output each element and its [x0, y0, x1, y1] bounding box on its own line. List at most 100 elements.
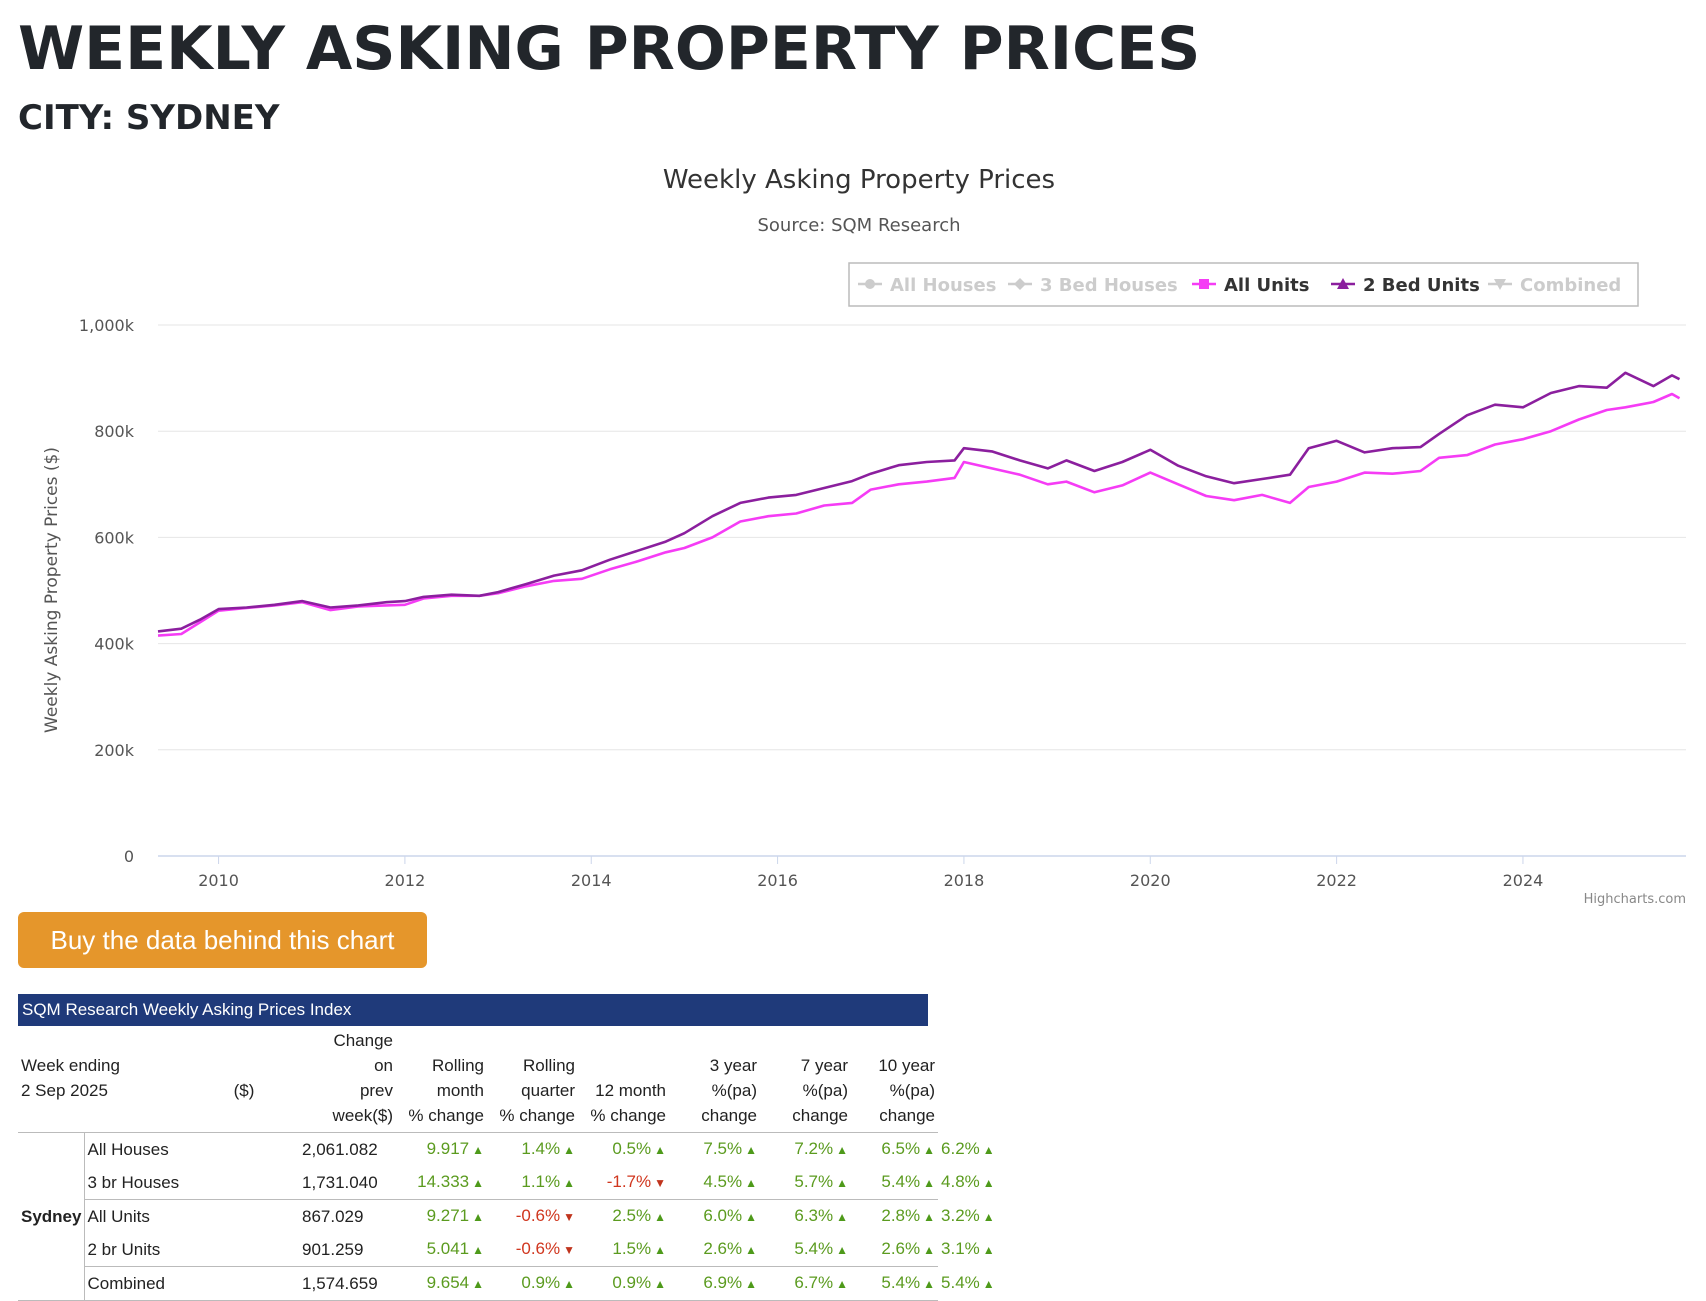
arrow-up-icon: ▲	[836, 1176, 849, 1190]
diamond-marker-icon	[1014, 278, 1026, 290]
change-cell: 9.654 ▲	[396, 1266, 488, 1301]
arrow-up-icon: ▲	[982, 1243, 995, 1257]
change-cell: 4.5% ▲	[703, 1172, 758, 1191]
y-tick-label: 0	[124, 847, 134, 866]
arrow-up-icon: ▲	[745, 1143, 758, 1157]
change-cell: 2.8% ▲	[851, 1199, 939, 1233]
arrow-up-icon: ▲	[982, 1210, 995, 1224]
change-cell: 1.4% ▲	[521, 1139, 576, 1158]
legend-item-combined[interactable]: Combined	[1488, 275, 1621, 296]
three-year-header: 3 year %(pa) change	[701, 1056, 758, 1125]
arrow-up-icon: ▲	[745, 1243, 758, 1257]
legend-item-all-houses[interactable]: All Houses	[858, 275, 996, 296]
x-tick-label: 2022	[1316, 871, 1357, 890]
change-cell: 5.4% ▲	[794, 1239, 849, 1258]
legend-item-2-bed-units[interactable]: 2 Bed Units	[1331, 275, 1480, 296]
change-cell: 9.271 ▲	[396, 1199, 488, 1233]
series-line-all-units[interactable]	[157, 392, 1681, 637]
table-caption: SQM Research Weekly Asking Prices Index	[18, 994, 928, 1026]
table-header-row: Week ending 2 Sep 2025 ($) Change on prev w…	[18, 1026, 939, 1133]
x-tick-label: 2020	[1130, 871, 1171, 890]
change-cell: 5.4% ▲	[881, 1172, 936, 1191]
legend-label: All Houses	[890, 275, 996, 296]
change-cell: 0.9% ▲	[578, 1266, 670, 1301]
arrow-up-icon: ▲	[836, 1210, 849, 1224]
arrow-up-icon: ▲	[923, 1143, 936, 1157]
arrow-up-icon: ▲	[982, 1277, 995, 1291]
y-axis-ticks: 0 200k 400k 600k 800k 1,000k	[79, 316, 135, 866]
property-type-cell: All Houses	[87, 1140, 169, 1159]
legend-label: Combined	[1520, 275, 1621, 296]
change-cell: 2.6% ▲	[881, 1239, 936, 1258]
chart-subtitle: Source: SQM Research	[757, 215, 960, 236]
series-line-2-bed-units[interactable]	[157, 371, 1681, 633]
ten-year-header: 10 year %(pa) change	[878, 1056, 936, 1125]
grid-lines	[158, 324, 1686, 857]
legend-label: 2 Bed Units	[1363, 275, 1480, 296]
arrow-up-icon: ▲	[654, 1210, 667, 1224]
x-tick-label: 2014	[571, 871, 612, 890]
arrow-up-icon: ▲	[472, 1243, 485, 1257]
change-cell: 6.0% ▲	[669, 1199, 761, 1233]
price-cell: 901.259	[302, 1240, 364, 1259]
y-tick-label: 200k	[94, 741, 135, 760]
x-axis-ticks: 2010 2012 2014 2016 2018 2020 2022 2024	[198, 856, 1543, 890]
price-cell: 2,061.082	[302, 1140, 378, 1159]
arrow-up-icon: ▲	[836, 1243, 849, 1257]
change-cell: 1.5% ▲	[612, 1239, 667, 1258]
series-lines	[157, 371, 1681, 637]
square-marker-icon	[1199, 279, 1209, 289]
change-cell: 7.5% ▲	[703, 1139, 758, 1158]
change-cell: 2.5% ▲	[578, 1199, 670, 1233]
change-cell: 2.6% ▲	[703, 1239, 758, 1258]
index-table: Week ending 2 Sep 2025 ($) Change on prev w…	[18, 1026, 995, 1301]
table-row: 2 br Units 901.259 5.041 ▲ -0.6% ▼ 1.5% ▲ 2.6% ▲ 5…	[18, 1233, 995, 1267]
week-label: Week ending	[21, 1056, 120, 1075]
legend-label: All Units	[1224, 275, 1309, 296]
property-type-cell: Combined	[84, 1266, 300, 1301]
arrow-up-icon: ▲	[472, 1143, 485, 1157]
city-cell: Sydney	[18, 1132, 85, 1301]
change-cell: 5.4% ▲	[851, 1266, 939, 1301]
property-type-cell: 2 br Units	[87, 1240, 161, 1259]
table-body: Sydney All Houses 2,061.082 9.917 ▲ 1.4% ▲ 0.5%…	[18, 1132, 995, 1301]
change-cell: 9.917 ▲	[426, 1139, 485, 1158]
change-cell: -0.6% ▼	[487, 1199, 579, 1233]
rolling-quarter-header: Rolling quarter% change	[499, 1056, 576, 1125]
change-prev-week-header: Change on prev week($)	[332, 1031, 394, 1125]
arrow-up-icon: ▲	[563, 1277, 576, 1291]
arrow-up-icon: ▲	[654, 1143, 667, 1157]
rolling-month-header: Rolling month% change	[408, 1056, 485, 1125]
legend-item-all-units[interactable]: All Units	[1192, 275, 1309, 296]
change-cell: 6.9% ▲	[669, 1266, 761, 1301]
table-row: Sydney All Houses 2,061.082 9.917 ▲ 1.4% ▲ 0.5%…	[18, 1132, 995, 1301]
arrow-up-icon: ▲	[654, 1243, 667, 1257]
arrow-up-icon: ▲	[563, 1176, 576, 1190]
credits-link[interactable]: Highcharts.com	[1584, 892, 1686, 907]
buy-data-button[interactable]: Buy the data behind this chart	[18, 912, 427, 968]
change-cell: 7.2% ▲	[794, 1139, 849, 1158]
x-tick-label: 2018	[944, 871, 985, 890]
change-cell: 0.5% ▲	[612, 1139, 667, 1158]
y-tick-label: 600k	[94, 528, 135, 547]
change-cell: 6.7% ▲	[760, 1266, 852, 1301]
x-tick-label: 2010	[198, 871, 239, 890]
arrow-up-icon: ▲	[923, 1210, 936, 1224]
arrow-up-icon: ▲	[923, 1176, 936, 1190]
price-chart: Weekly Asking Property Prices Source: SQ…	[42, 165, 1686, 907]
arrow-up-icon: ▲	[472, 1176, 485, 1190]
page-title: WEEKLY ASKING PROPERTY PRICES	[18, 14, 1201, 84]
change-cell: 6.3% ▲	[760, 1199, 852, 1233]
chart-title: Weekly Asking Property Prices	[663, 165, 1055, 195]
change-cell: 5.041 ▲	[426, 1239, 485, 1258]
twelve-month-header: 12 month% change	[590, 1081, 667, 1125]
arrow-up-icon: ▲	[982, 1143, 995, 1157]
arrow-up-icon: ▲	[836, 1277, 849, 1291]
change-cell: 1.1% ▲	[521, 1172, 576, 1191]
change-cell: -0.6% ▼	[515, 1239, 576, 1258]
price-header: ($)	[233, 1081, 255, 1100]
x-tick-label: 2012	[385, 871, 426, 890]
change-cell: 6.5% ▲	[881, 1139, 936, 1158]
legend-item-3-bed-houses[interactable]: 3 Bed Houses	[1008, 275, 1178, 296]
city-heading: CITY: SYDNEY	[18, 98, 280, 138]
